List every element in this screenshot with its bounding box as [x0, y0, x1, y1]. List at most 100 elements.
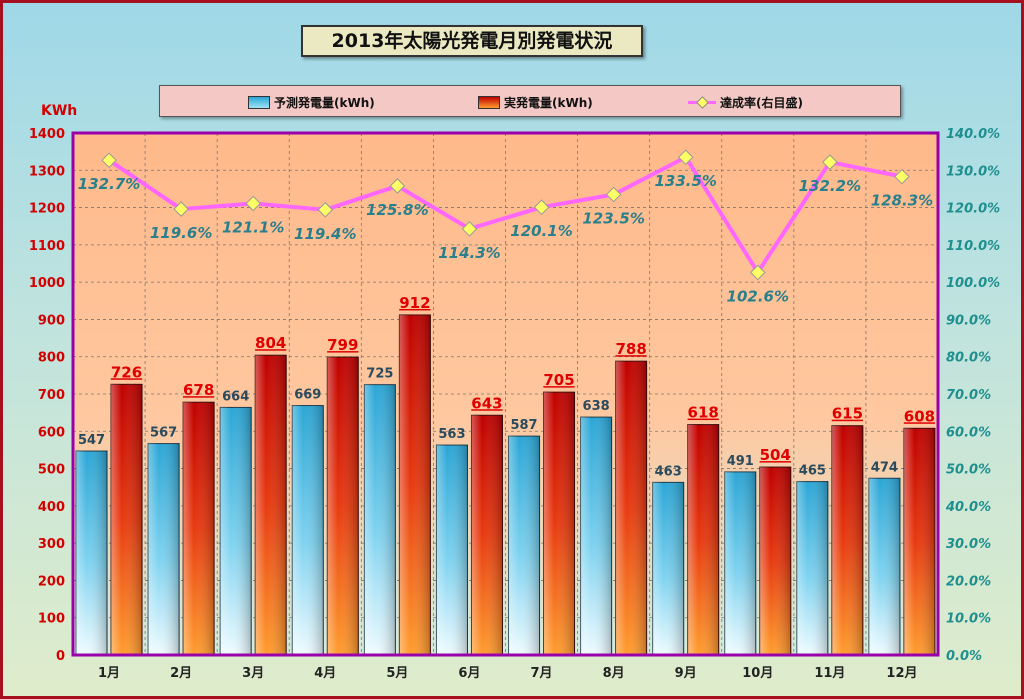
- y2-tick-label: 130.0%: [946, 164, 1000, 179]
- y2-tick-label: 20.0%: [946, 574, 991, 589]
- bar-forecast-shade: [868, 478, 900, 655]
- y2-tick-label: 0.0%: [946, 649, 982, 664]
- data-label-actual: 726: [111, 363, 142, 381]
- legend-item-forecast: 予測発電量(kWh): [248, 92, 375, 112]
- rate-marker: [461, 221, 478, 237]
- y-tick-label: 300: [38, 537, 65, 552]
- legend-label-actual: 実発電量(kWh): [504, 95, 593, 110]
- data-label-rate: 132.2%: [799, 177, 861, 195]
- y-tick-label: 700: [38, 388, 65, 403]
- x-tick-label: 7月: [531, 666, 553, 681]
- y-tick-label: 600: [38, 425, 65, 440]
- data-label-forecast: 567: [150, 426, 177, 441]
- bar-actual-shade: [687, 424, 719, 655]
- y2-tick-label: 50.0%: [946, 463, 991, 478]
- bar-actual-shade: [615, 361, 647, 655]
- bar-actual-shade: [111, 384, 143, 655]
- plot-border: [71, 131, 940, 657]
- data-label-rate: 119.4%: [294, 225, 356, 243]
- x-tick-label: 11月: [814, 666, 845, 681]
- data-label-forecast: 563: [438, 427, 465, 442]
- bar-forecast-shade: [436, 445, 468, 655]
- rate-marker: [894, 168, 910, 185]
- data-label-forecast: 725: [366, 367, 393, 382]
- bar-forecast-shade: [508, 436, 540, 655]
- x-tick-label: 1月: [98, 666, 120, 681]
- data-label-rate: 120.1%: [510, 222, 572, 240]
- data-label-forecast: 669: [294, 388, 321, 403]
- data-label-rate: 119.6%: [150, 224, 212, 242]
- data-label-actual: 504: [760, 446, 791, 464]
- data-label-rate: 128.3%: [871, 192, 933, 210]
- y2-tick-label: 60.0%: [946, 425, 991, 440]
- y-tick-label: 0: [56, 649, 65, 664]
- bar-actual-shade: [831, 425, 863, 655]
- rate-marker: [101, 152, 117, 168]
- y2-tick-label: 30.0%: [946, 537, 991, 552]
- y2-tick-label: 40.0%: [945, 500, 991, 515]
- y2-tick-label: 120.0%: [946, 202, 1000, 217]
- legend-label-forecast: 予測発電量(kWh): [274, 95, 375, 110]
- bar-actual-shade: [255, 355, 287, 655]
- data-label-rate: 123.5%: [582, 210, 644, 228]
- legend-swatch-forecast: [248, 95, 270, 109]
- legend-swatch-rate: [688, 96, 716, 109]
- y-tick-label: 500: [38, 463, 65, 478]
- rate-marker: [750, 264, 766, 281]
- x-tick-label: 2月: [170, 666, 192, 681]
- y-tick-label: 200: [38, 574, 65, 589]
- data-label-forecast: 491: [727, 454, 754, 469]
- y2-tick-label: 80.0%: [946, 351, 991, 366]
- data-label-actual: 788: [615, 340, 646, 358]
- data-label-actual: 618: [688, 404, 719, 422]
- data-label-forecast: 664: [222, 389, 249, 404]
- data-label-forecast: 547: [78, 433, 105, 448]
- data-label-forecast: 474: [871, 460, 898, 475]
- data-label-rate: 102.6%: [727, 287, 789, 305]
- data-label-actual: 615: [832, 405, 863, 423]
- bar-forecast-shade: [724, 471, 756, 655]
- rate-marker: [389, 178, 406, 194]
- bar-forecast-shade: [220, 407, 252, 655]
- rate-marker: [605, 186, 622, 203]
- bar-actual-shade: [399, 314, 431, 655]
- rate-marker: [245, 195, 261, 212]
- bar-forecast-shade: [76, 451, 108, 655]
- y-tick-label: 800: [38, 351, 65, 366]
- bar-actual-shade: [183, 402, 215, 655]
- chart-plot: 547 726 567 678 664 804 669 799 725 912 563 643 587 7…: [29, 127, 1000, 681]
- y-tick-label: 400: [38, 500, 65, 515]
- data-label-actual: 912: [399, 294, 430, 312]
- x-tick-label: 4月: [314, 666, 336, 681]
- data-label-actual: 678: [183, 381, 214, 399]
- rate-marker: [173, 201, 189, 217]
- y2-tick-label: 70.0%: [946, 388, 991, 403]
- y-tick-label: 1300: [29, 164, 65, 179]
- legend-item-rate: 達成率(右目盛): [688, 92, 803, 112]
- data-label-forecast: 463: [655, 464, 682, 479]
- x-tick-label: 12月: [886, 666, 917, 681]
- x-tick-label: 8月: [603, 666, 625, 681]
- data-label-forecast: 587: [510, 418, 537, 433]
- rate-marker: [677, 149, 694, 166]
- y-tick-label: 900: [38, 313, 65, 328]
- y-tick-label: 1100: [29, 239, 65, 254]
- rate-marker: [317, 202, 334, 218]
- y2-tick-label: 10.0%: [946, 612, 991, 627]
- data-label-actual: 804: [255, 334, 286, 352]
- legend-label-rate: 達成率(右目盛): [720, 95, 803, 110]
- y2-tick-label: 100.0%: [946, 276, 1000, 291]
- x-tick-label: 9月: [675, 666, 697, 681]
- data-label-actual: 705: [543, 371, 574, 389]
- data-label-rate: 125.8%: [366, 201, 428, 219]
- data-label-rate: 114.3%: [438, 244, 500, 262]
- y2-tick-label: 90.0%: [946, 313, 991, 328]
- bar-forecast-shade: [652, 482, 684, 655]
- y-tick-label: 1200: [29, 202, 65, 217]
- y-tick-label: 1000: [29, 276, 65, 291]
- bar-forecast-shade: [148, 443, 180, 655]
- legend-item-actual: 実発電量(kWh): [478, 92, 593, 112]
- y-tick-label: 1400: [29, 127, 65, 142]
- bar-actual-shade: [471, 415, 503, 655]
